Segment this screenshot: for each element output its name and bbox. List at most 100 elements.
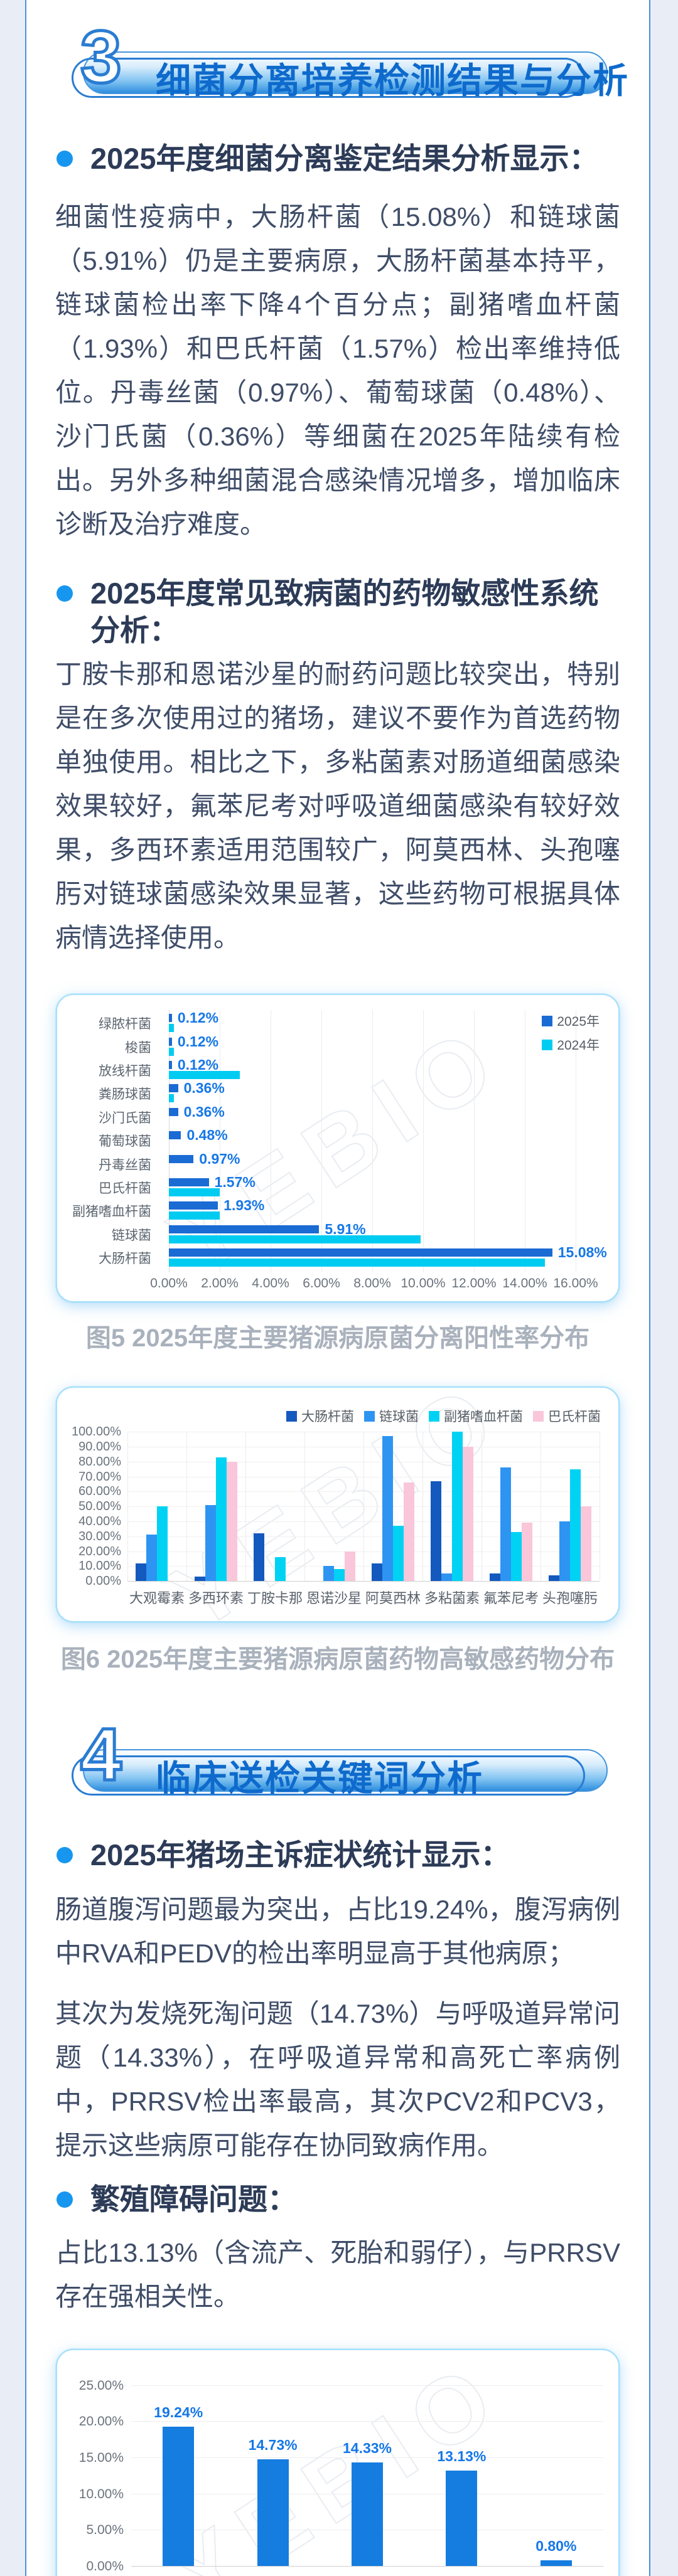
fig5-bars: 5.91%: [169, 1220, 608, 1245]
fig6-category-label: 多西环素: [188, 1590, 244, 1607]
fig5-category-label: 副猪嗜血杆菌: [72, 1205, 151, 1220]
fig7-bar-value: 14.33%: [342, 2439, 392, 2456]
fig5-row: 放线杆菌 0.12%: [57, 1058, 608, 1081]
fig5-bar-2024: [169, 1047, 175, 1056]
section4-number: 4: [79, 1713, 124, 1797]
fig5-bar-2024: [169, 1259, 546, 1267]
fig5-x-tick: 0.00%: [150, 1276, 188, 1291]
fig5-bars: 0.97%: [169, 1151, 608, 1174]
fig7-bar: [446, 2471, 478, 2566]
fig5-bar-2025: [169, 1014, 172, 1023]
fig5-x-tick: 2.00%: [201, 1276, 239, 1291]
fig7-bar-value: 13.13%: [437, 2448, 487, 2465]
fig5-row: 梭菌 0.12%: [57, 1033, 608, 1058]
fig5-bar-2025: [169, 1178, 209, 1187]
section3-title: 细菌分离培养检测结果与分析: [156, 61, 629, 100]
fig5-row: 粪肠球菌 0.36%: [57, 1081, 608, 1104]
fig5-bars: 0.12%: [169, 1058, 608, 1080]
fig6-bar-链球菌: [559, 1521, 570, 1582]
fig7-gridline: [131, 2457, 603, 2458]
fig5-bar-2025: [169, 1061, 172, 1070]
fig5-bar-value: 1.93%: [223, 1197, 265, 1214]
fig5-legend-label: 2025年: [557, 1014, 600, 1030]
fig5-bar-2025: [169, 1107, 178, 1116]
fig7-gridline: [131, 2565, 603, 2567]
fig6-y-tick: 40.00%: [78, 1514, 121, 1529]
section3-banner: 3 细菌分离培养检测结果与分析: [55, 19, 628, 100]
fig5-bar-value: 5.91%: [325, 1220, 366, 1237]
fig6-separator: [363, 1432, 364, 1582]
fig6-y-tick: 70.00%: [78, 1469, 121, 1484]
fig5-bar-value: 15.08%: [557, 1244, 607, 1261]
fig6-bar-巴氏杆菌: [581, 1506, 591, 1582]
fig6-y-tick: 80.00%: [78, 1454, 121, 1469]
fig5-bar-2024: [169, 1211, 220, 1220]
fig6-category-label: 大观霉素: [129, 1590, 185, 1607]
fig6-y-tick: 90.00%: [78, 1440, 121, 1454]
paragraph-bacteria-results: 细菌性疫病中，大肠杆菌（15.08%）和链球菌（5.91%）仍是主要病原，大肠杆…: [55, 201, 620, 539]
chart-card-fig6: YEBIO 大肠杆菌 链球菌 副猪嗜血杆菌 巴氏杆菌 0.00% 10.00% 20.00…: [56, 1386, 620, 1623]
fig7-bar: [163, 2427, 195, 2566]
fig6-bar-副猪嗜血杆菌: [334, 1569, 345, 1582]
fig5-category-label: 巴氏杆菌: [99, 1181, 151, 1196]
bullet-dot-icon: [56, 2191, 73, 2208]
fig5-bar-2025: [169, 1037, 172, 1046]
fig7-y-tick: 25.00%: [78, 2378, 124, 2393]
fig5-gridline: [321, 1010, 322, 1273]
fig6-bar-巴氏杆菌: [522, 1523, 532, 1582]
fig6-legend-label: 副猪嗜血杆菌: [444, 1410, 523, 1425]
fig5-bars: 1.93%: [169, 1197, 608, 1221]
fig5-row: 链球菌 5.91%: [57, 1220, 608, 1245]
bullet-heading-1-text: 2025年度细菌分离鉴定结果分析显示：: [90, 142, 599, 175]
fig7-y-tick: 20.00%: [78, 2414, 124, 2429]
fig5-gridline: [423, 1010, 424, 1273]
fig6-separator: [245, 1432, 246, 1582]
fig5-bar-value: 0.12%: [177, 1033, 219, 1050]
fig7-y-tick: 15.00%: [78, 2450, 124, 2465]
fig5-bar-2024: [169, 1235, 421, 1243]
fig5-bars: 0.12%: [169, 1009, 608, 1033]
fig5-bar-value: 1.57%: [214, 1174, 256, 1191]
fig6-bar-链球菌: [146, 1535, 157, 1582]
fig5-row: 绿脓杆菌 0.12%: [57, 1009, 608, 1034]
legend-swatch-icon: [533, 1410, 544, 1422]
bullet-heading-1: 2025年度细菌分离鉴定结果分析显示：: [55, 141, 620, 178]
fig6-bar-链球菌: [441, 1573, 452, 1582]
fig5-x-tick: 8.00%: [353, 1276, 391, 1291]
fig5-bar-2024: [169, 1094, 175, 1103]
fig5-bars: 15.08%: [169, 1244, 608, 1268]
fig6-bar-链球菌: [382, 1436, 393, 1582]
fig5-bar-value: 0.12%: [177, 1009, 219, 1026]
content-column: 3 细菌分离培养检测结果与分析 2025年度细菌分离鉴定结果分析显示： 细菌性疫…: [25, 0, 650, 2576]
fig5-legend: 2025年 2024年: [542, 1011, 600, 1054]
fig6-y-tick: 0.00%: [85, 1574, 121, 1589]
fig6-legend-label: 链球菌: [379, 1410, 419, 1425]
fig7-category-label: 肠道问题: [131, 2573, 225, 2576]
fig6-legend-item: 大肠杆菌: [286, 1407, 354, 1425]
fig5-legend-item: 2024年: [542, 1035, 600, 1054]
fig6-y-tick: 50.00%: [78, 1499, 121, 1514]
legend-swatch-icon: [364, 1410, 375, 1422]
fig5-bar-2025: [169, 1248, 552, 1257]
fig5-category-label: 沙门氏菌: [99, 1110, 151, 1126]
fig6-separator: [304, 1432, 305, 1582]
fig5-x-tick: 12.00%: [451, 1276, 497, 1291]
fig6-legend-item: 副猪嗜血杆菌: [429, 1407, 523, 1425]
fig5-x-tick: 16.00%: [553, 1276, 598, 1291]
fig6-bar-巴氏杆菌: [404, 1482, 414, 1582]
bullet-dot-icon: [56, 1847, 73, 1864]
fig5-gridline: [372, 1010, 373, 1273]
fig6-category-label: 头孢噻肟: [542, 1590, 598, 1607]
fig6-bar-副猪嗜血杆菌: [275, 1557, 286, 1582]
fig7-gridline: [131, 2421, 603, 2422]
fig7-bar: [540, 2560, 572, 2566]
fig5-bar-2024: [169, 1188, 220, 1197]
section4-banner: 4 临床送检关键词分析: [55, 1716, 620, 1798]
fig6-category-label: 丁胺卡那: [247, 1590, 303, 1607]
fig5-category-label: 链球菌: [112, 1228, 151, 1243]
legend-swatch-icon: [286, 1410, 297, 1422]
fig7-category-label: 繁殖障碍: [414, 2573, 508, 2576]
fig5-row: 沙门氏菌 0.36%: [57, 1104, 608, 1128]
fig6-bar-巴氏杆菌: [463, 1447, 473, 1582]
